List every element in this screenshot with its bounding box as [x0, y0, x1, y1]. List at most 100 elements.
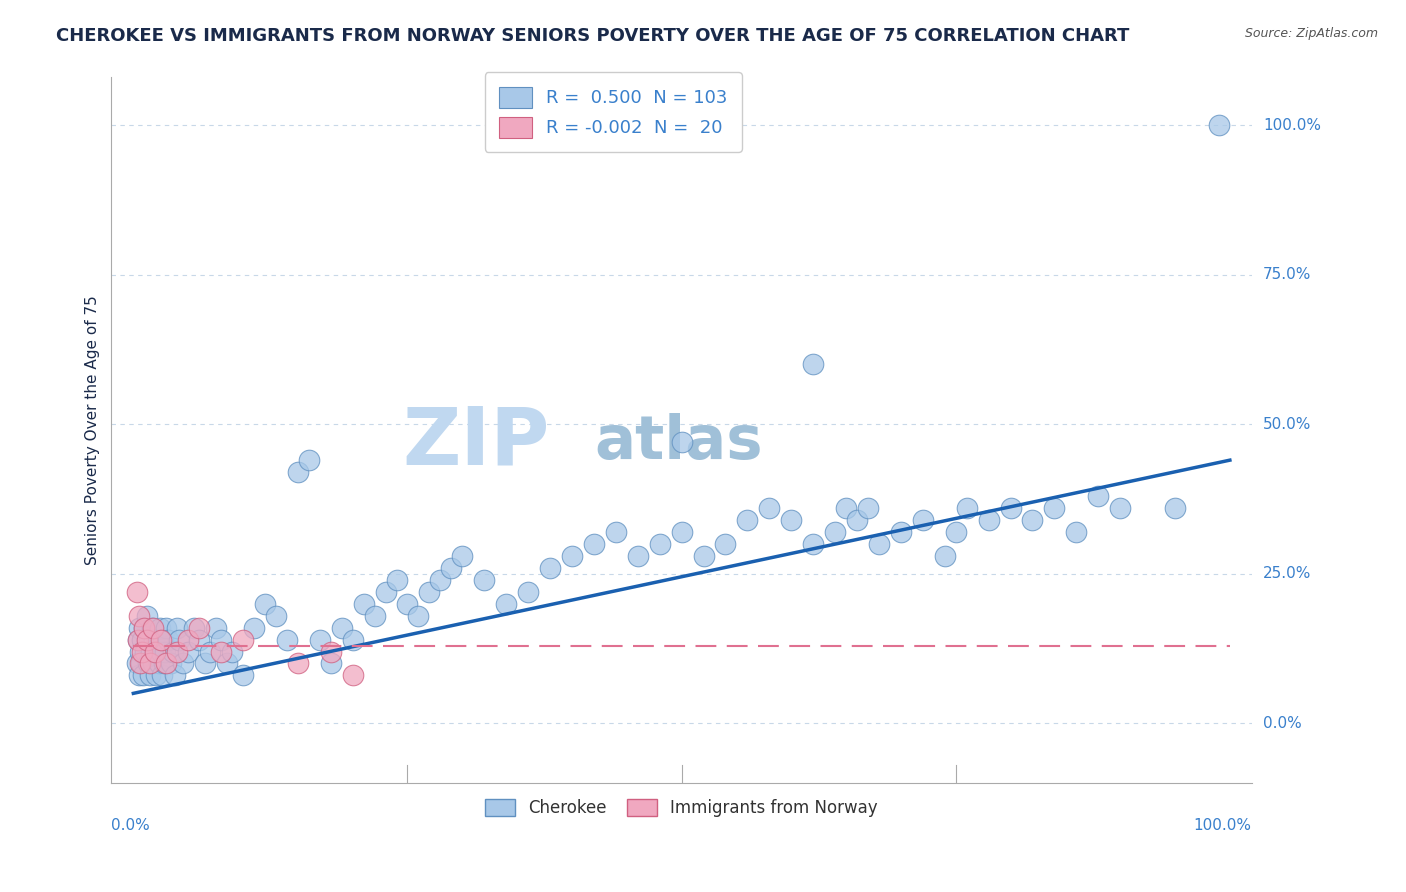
- Point: [495, 597, 517, 611]
- Point: [139, 644, 162, 658]
- Point: [221, 644, 243, 658]
- Point: [129, 657, 152, 671]
- Point: [145, 668, 167, 682]
- Point: [172, 657, 194, 671]
- Point: [150, 668, 173, 682]
- Point: [183, 621, 205, 635]
- Point: [934, 549, 956, 563]
- Point: [194, 657, 217, 671]
- Point: [152, 632, 174, 647]
- Point: [198, 644, 221, 658]
- Point: [149, 632, 172, 647]
- Point: [209, 644, 232, 658]
- Text: atlas: atlas: [593, 413, 762, 472]
- Point: [209, 632, 232, 647]
- Text: ZIP: ZIP: [402, 403, 550, 481]
- Point: [824, 524, 846, 539]
- Point: [801, 358, 824, 372]
- Point: [408, 608, 430, 623]
- Point: [129, 644, 152, 658]
- Point: [1021, 513, 1043, 527]
- Point: [418, 584, 440, 599]
- Point: [780, 513, 803, 527]
- Point: [129, 657, 152, 671]
- Point: [155, 657, 177, 671]
- Point: [127, 632, 149, 647]
- Point: [143, 644, 166, 658]
- Point: [945, 524, 967, 539]
- Point: [605, 524, 627, 539]
- Point: [139, 668, 162, 682]
- Point: [243, 621, 266, 635]
- Point: [142, 621, 165, 635]
- Point: [188, 632, 211, 647]
- Point: [1109, 500, 1132, 515]
- Point: [287, 465, 309, 479]
- Point: [143, 644, 166, 658]
- Point: [131, 644, 153, 658]
- Point: [141, 621, 163, 635]
- Point: [149, 621, 172, 635]
- Point: [298, 453, 321, 467]
- Point: [856, 500, 879, 515]
- Point: [671, 435, 693, 450]
- Point: [143, 632, 166, 647]
- Point: [135, 608, 157, 623]
- Point: [177, 644, 200, 658]
- Point: [396, 597, 419, 611]
- Point: [287, 657, 309, 671]
- Point: [232, 632, 254, 647]
- Point: [1066, 524, 1088, 539]
- Point: [159, 657, 181, 671]
- Legend: Cherokee, Immigrants from Norway: Cherokee, Immigrants from Norway: [478, 793, 884, 824]
- Point: [148, 657, 170, 671]
- Point: [134, 621, 156, 635]
- Point: [451, 549, 474, 563]
- Point: [155, 621, 177, 635]
- Point: [648, 537, 671, 551]
- Point: [374, 584, 396, 599]
- Text: 0.0%: 0.0%: [111, 818, 150, 833]
- Point: [132, 668, 155, 682]
- Point: [440, 561, 463, 575]
- Point: [215, 657, 238, 671]
- Point: [153, 644, 176, 658]
- Point: [671, 524, 693, 539]
- Point: [128, 608, 150, 623]
- Point: [146, 632, 169, 647]
- Point: [1164, 500, 1187, 515]
- Text: 100.0%: 100.0%: [1263, 118, 1322, 133]
- Point: [758, 500, 780, 515]
- Point: [188, 621, 211, 635]
- Point: [166, 644, 188, 658]
- Point: [253, 597, 276, 611]
- Point: [162, 644, 184, 658]
- Point: [342, 668, 364, 682]
- Point: [582, 537, 605, 551]
- Point: [353, 597, 375, 611]
- Point: [956, 500, 979, 515]
- Point: [166, 621, 188, 635]
- Point: [138, 632, 160, 647]
- Point: [737, 513, 759, 527]
- Point: [319, 657, 342, 671]
- Point: [385, 573, 408, 587]
- Point: [1000, 500, 1022, 515]
- Point: [1087, 489, 1109, 503]
- Point: [538, 561, 561, 575]
- Point: [319, 644, 342, 658]
- Point: [1043, 500, 1066, 515]
- Point: [135, 632, 157, 647]
- Point: [692, 549, 714, 563]
- Point: [149, 644, 172, 658]
- Point: [363, 608, 385, 623]
- Point: [157, 632, 180, 647]
- Point: [136, 657, 159, 671]
- Point: [163, 668, 186, 682]
- Point: [835, 500, 858, 515]
- Y-axis label: Seniors Poverty Over the Age of 75: Seniors Poverty Over the Age of 75: [86, 295, 100, 566]
- Point: [561, 549, 583, 563]
- Point: [127, 632, 149, 647]
- Point: [125, 584, 148, 599]
- Text: CHEROKEE VS IMMIGRANTS FROM NORWAY SENIORS POVERTY OVER THE AGE OF 75 CORRELATIO: CHEROKEE VS IMMIGRANTS FROM NORWAY SENIO…: [56, 27, 1129, 45]
